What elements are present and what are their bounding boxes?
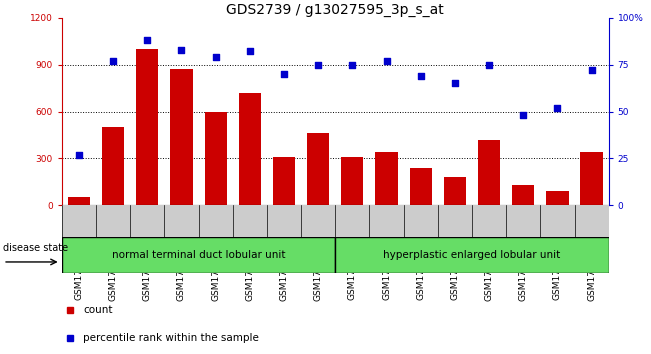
Bar <box>136 49 158 205</box>
Text: count: count <box>83 305 113 315</box>
Point <box>313 62 324 68</box>
Bar <box>512 185 534 205</box>
Point <box>74 152 84 158</box>
Bar <box>68 197 90 205</box>
Point <box>552 105 562 110</box>
Point <box>210 54 221 60</box>
Bar <box>581 152 603 205</box>
Point <box>108 58 118 64</box>
Bar <box>341 157 363 205</box>
Point <box>484 62 494 68</box>
Bar <box>335 237 609 273</box>
Bar <box>62 237 335 273</box>
Point <box>176 47 187 52</box>
Point <box>450 80 460 86</box>
Point <box>381 58 392 64</box>
Bar <box>239 93 261 205</box>
Text: disease state: disease state <box>3 243 68 253</box>
Point <box>142 38 152 43</box>
Text: normal terminal duct lobular unit: normal terminal duct lobular unit <box>112 250 285 260</box>
Bar <box>102 127 124 205</box>
Point <box>518 113 529 118</box>
Bar <box>444 177 466 205</box>
Point <box>415 73 426 79</box>
Point <box>587 67 597 73</box>
Point <box>347 62 357 68</box>
Title: GDS2739 / g13027595_3p_s_at: GDS2739 / g13027595_3p_s_at <box>227 3 444 17</box>
Bar <box>409 168 432 205</box>
Bar <box>307 133 329 205</box>
Point <box>279 71 289 77</box>
Bar <box>478 139 500 205</box>
Bar <box>171 69 193 205</box>
Point <box>245 48 255 54</box>
Bar <box>546 191 568 205</box>
Bar <box>204 112 227 205</box>
Bar <box>273 157 295 205</box>
Bar <box>376 152 398 205</box>
Text: percentile rank within the sample: percentile rank within the sample <box>83 333 259 343</box>
Text: hyperplastic enlarged lobular unit: hyperplastic enlarged lobular unit <box>383 250 561 260</box>
